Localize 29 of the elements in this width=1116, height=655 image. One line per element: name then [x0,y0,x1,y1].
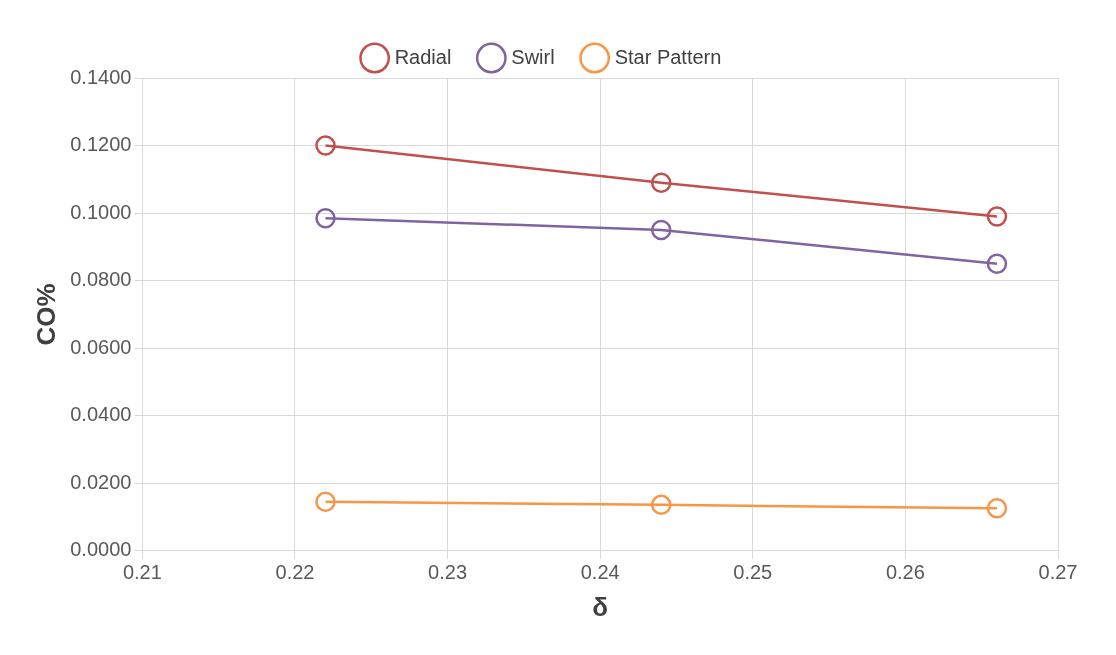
y-tick-label: 0.1400 [70,65,132,88]
y-axis-title: CO% [30,283,61,346]
point [986,206,1008,227]
legend-label: Swirl [511,45,555,68]
point [315,135,336,156]
point [650,219,672,241]
x-tick-label: 0.25 [733,561,773,584]
x-tick-label: 0.26 [885,561,925,584]
y-tick-label: 0.1200 [70,133,132,156]
legend-label: Star Pattern [614,45,722,68]
y-tick-label: 0.1000 [70,200,132,223]
x-axis-title: δ [592,591,609,622]
y-tick-label: 0.0800 [70,268,132,291]
y-tick-label: 0.0000 [70,538,132,561]
y-tick-label: 0.0400 [70,403,132,426]
point [986,253,1008,274]
point [650,494,672,516]
x-tick-label: 0.23 [428,561,468,584]
x-tick-label: 0.22 [275,561,315,584]
legend-label: Radial [394,45,452,68]
x-tick-label: 0.21 [122,561,162,584]
y-tick-label: 0.0600 [70,335,132,358]
x-tick-label: 0.24 [580,561,620,584]
y-tick-label: 0.0200 [70,470,132,493]
x-tick-label: 0.27 [1038,561,1078,584]
point [650,172,672,193]
point [986,498,1008,519]
point [315,207,336,229]
point [315,491,336,513]
